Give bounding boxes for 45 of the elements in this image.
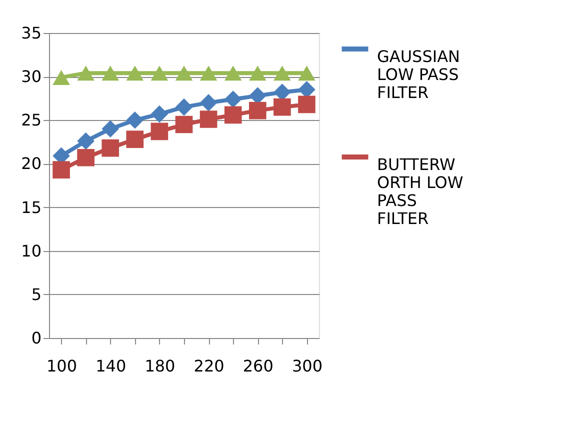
point bbox=[150, 122, 168, 140]
y-tick-label: 15 bbox=[21, 198, 42, 217]
point bbox=[150, 66, 168, 81]
point bbox=[200, 110, 218, 128]
point bbox=[224, 106, 242, 124]
point bbox=[200, 94, 218, 112]
point bbox=[77, 148, 94, 166]
point bbox=[102, 120, 120, 138]
y-tick-label: 20 bbox=[21, 154, 42, 174]
point bbox=[274, 66, 291, 81]
legend-label: BUTTERWORTH LOW PASS FILTER bbox=[377, 155, 464, 228]
y-tick-label: 30 bbox=[21, 67, 42, 86]
point bbox=[77, 132, 94, 150]
point bbox=[248, 102, 266, 120]
x-tick-label: 300 bbox=[292, 356, 322, 376]
point bbox=[102, 139, 120, 157]
point bbox=[126, 66, 144, 81]
x-tick-label: 140 bbox=[96, 356, 126, 376]
point bbox=[298, 66, 316, 81]
y-tick-label: 10 bbox=[21, 241, 42, 260]
y-tick-label: 35 bbox=[21, 24, 42, 42]
x-tick-label: 260 bbox=[242, 356, 274, 376]
point bbox=[52, 161, 70, 178]
point bbox=[150, 105, 168, 123]
x-tick-label: 100 bbox=[46, 356, 78, 376]
legend-label: GAUSSIAN LOW PASS FILTER bbox=[377, 47, 460, 102]
point bbox=[102, 66, 120, 81]
point bbox=[175, 66, 193, 81]
point bbox=[52, 70, 70, 85]
point bbox=[175, 116, 193, 134]
point bbox=[274, 98, 291, 116]
point bbox=[298, 96, 316, 114]
point bbox=[175, 98, 193, 116]
point bbox=[77, 66, 94, 81]
point bbox=[224, 90, 242, 108]
point bbox=[200, 66, 218, 81]
point bbox=[248, 66, 266, 81]
x-tick-label: 180 bbox=[144, 356, 176, 376]
y-tick-label: 25 bbox=[21, 110, 42, 130]
point bbox=[126, 111, 144, 129]
point bbox=[224, 66, 242, 81]
y-tick-label: 5 bbox=[31, 284, 42, 304]
point bbox=[126, 130, 144, 148]
y-tick-label: 0 bbox=[31, 328, 42, 348]
x-tick-label: 220 bbox=[194, 356, 224, 376]
